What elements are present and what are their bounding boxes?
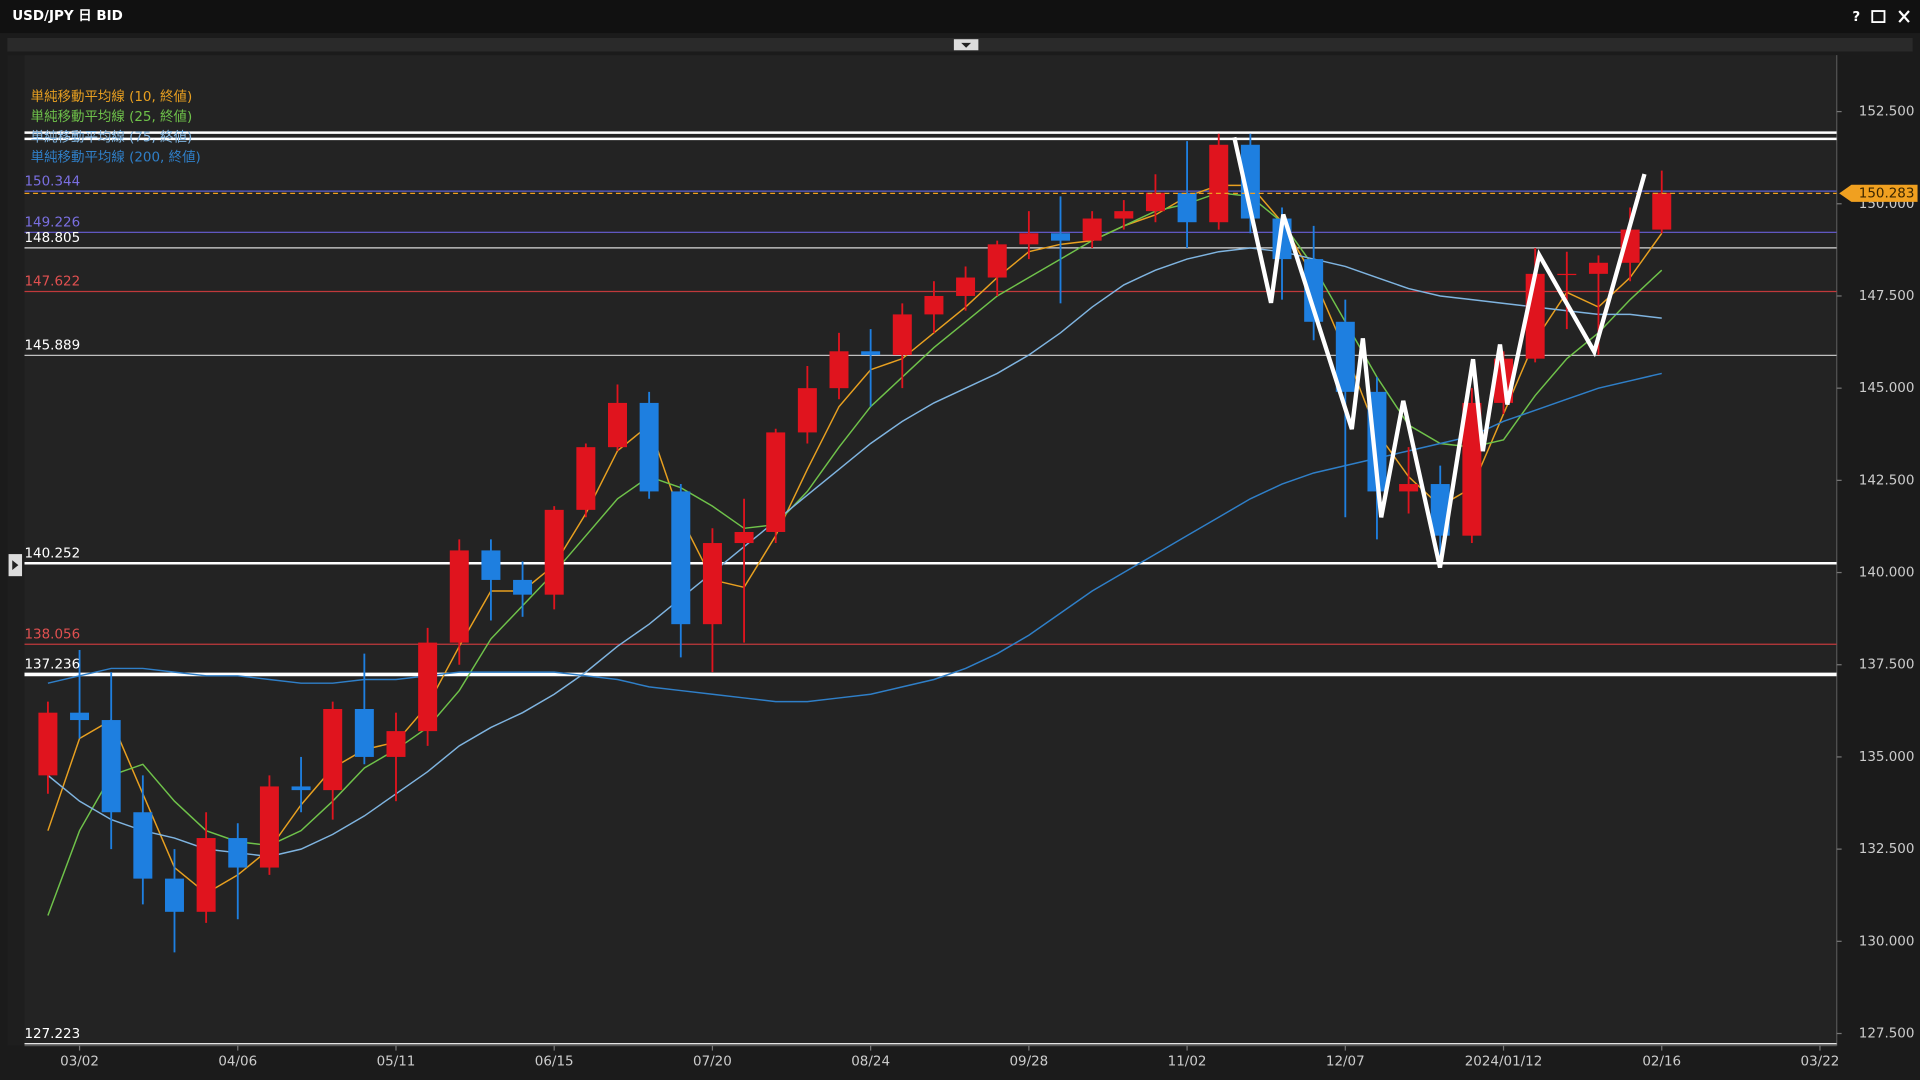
collapse-icon [961, 42, 972, 48]
candle-body [38, 712, 58, 776]
candle-body [101, 720, 121, 813]
legend-entry: 単純移動平均線 (75, 終値) [31, 129, 193, 145]
candle-body [544, 509, 564, 595]
candle-body [576, 447, 596, 510]
labels: 127.500 130.000 132.500 135.000 137.500 140.0… [24, 89, 1918, 1070]
candle-body [164, 878, 184, 912]
legend-entry: 単純移動平均線 (10, 終値) [31, 89, 193, 105]
left-gutter [7, 55, 25, 1046]
candle-body [1019, 233, 1039, 245]
x-tick-label: 2024/01/12 [1465, 1054, 1543, 1070]
x-tick-label: 02/16 [1642, 1054, 1681, 1070]
maximize-button[interactable] [1871, 10, 1886, 23]
candle-body [354, 708, 374, 757]
y-tick-label: 127.500 [1859, 1026, 1915, 1042]
window-title: USD/JPY 日 BID [12, 8, 123, 24]
x-tick-label: 07/20 [693, 1054, 732, 1070]
x-tick-label: 04/06 [218, 1054, 257, 1070]
candle-body [291, 786, 311, 791]
candle-body [1525, 273, 1545, 359]
level-label: 147.622 [24, 274, 80, 290]
level-label: 140.252 [24, 545, 80, 561]
x-tick-label: 06/15 [535, 1054, 574, 1070]
candle-body [323, 708, 343, 791]
candle-body [259, 786, 279, 868]
candle-body [1304, 259, 1324, 322]
candle-body [70, 712, 90, 721]
y-tick-label: 132.500 [1859, 841, 1915, 857]
candle-body [829, 351, 849, 389]
y-tick-label: 145.000 [1859, 380, 1915, 396]
y-tick-label: 140.000 [1859, 565, 1915, 581]
x-tick-label: 12/07 [1326, 1054, 1365, 1070]
candle-body [1588, 262, 1608, 274]
y-tick-label: 137.500 [1859, 657, 1915, 673]
candle-body [418, 642, 438, 732]
moving-average-line [47, 247, 1662, 858]
help-button[interactable]: ? [1852, 9, 1860, 25]
level-label: 127.223 [24, 1026, 80, 1042]
x-tick-label: 11/02 [1168, 1054, 1207, 1070]
candle-body [861, 351, 881, 355]
candle-body [1557, 273, 1577, 276]
level-label: 150.344 [24, 173, 80, 189]
candle-body [702, 543, 722, 625]
candle-body [1399, 484, 1419, 492]
x-tick-label: 08/24 [851, 1054, 890, 1070]
candle-body [1051, 233, 1071, 241]
y-tick-label: 135.000 [1859, 749, 1915, 765]
legend-entry: 単純移動平均線 (200, 終値) [31, 150, 201, 166]
candle-body [924, 295, 944, 315]
candle-body [1240, 144, 1260, 219]
candle-body [449, 550, 469, 643]
y-tick-label: 130.000 [1859, 933, 1915, 949]
candle-body [734, 531, 754, 544]
level-label: 145.889 [24, 338, 80, 354]
candle-body [639, 402, 659, 492]
side-panel-icon [12, 560, 19, 571]
candle-body [1145, 192, 1165, 212]
y-tick-label: 142.500 [1859, 472, 1915, 488]
candle-body [608, 402, 627, 448]
close-button[interactable] [1898, 10, 1910, 23]
x-tick-label: 03/22 [1801, 1054, 1840, 1070]
candle-body [892, 314, 912, 355]
last-price-label: 150.283 [1859, 185, 1915, 201]
candle-body [1114, 211, 1134, 219]
candle-body [1462, 402, 1482, 536]
candle-body [1082, 218, 1102, 241]
candle-body [481, 550, 501, 580]
candle-body [797, 388, 817, 433]
candle-body [228, 838, 248, 868]
candle-body [386, 731, 406, 757]
level-label: 138.056 [24, 626, 80, 642]
level-label: 137.236 [24, 657, 80, 673]
title-bar [0, 0, 1920, 34]
last-price-tag [1839, 184, 1918, 202]
candle-body [1177, 192, 1197, 223]
moving-average-line [47, 191, 1663, 916]
x-tick-label: 09/28 [1009, 1054, 1048, 1070]
candle-body [956, 277, 976, 296]
candle-body [766, 432, 786, 532]
candle-body [133, 812, 153, 879]
legend-entry: 単純移動平均線 (25, 終値) [31, 109, 193, 125]
candle-body [987, 244, 1007, 278]
x-tick-label: 05/11 [377, 1054, 416, 1070]
level-label: 149.226 [24, 215, 80, 231]
y-tick-label: 147.500 [1859, 288, 1915, 304]
plot-area [24, 55, 1837, 1046]
zigzag-annotation [1232, 136, 1647, 569]
candle-body [1335, 321, 1355, 392]
level-label: 148.805 [24, 230, 80, 246]
x-tick-label: 03/02 [60, 1054, 99, 1070]
candle-body [671, 491, 691, 625]
y-tick-label: 152.500 [1859, 104, 1915, 120]
candle-body [513, 579, 533, 595]
candle-body [1209, 144, 1229, 223]
candle-body [196, 838, 216, 912]
candle-body [1652, 192, 1672, 230]
